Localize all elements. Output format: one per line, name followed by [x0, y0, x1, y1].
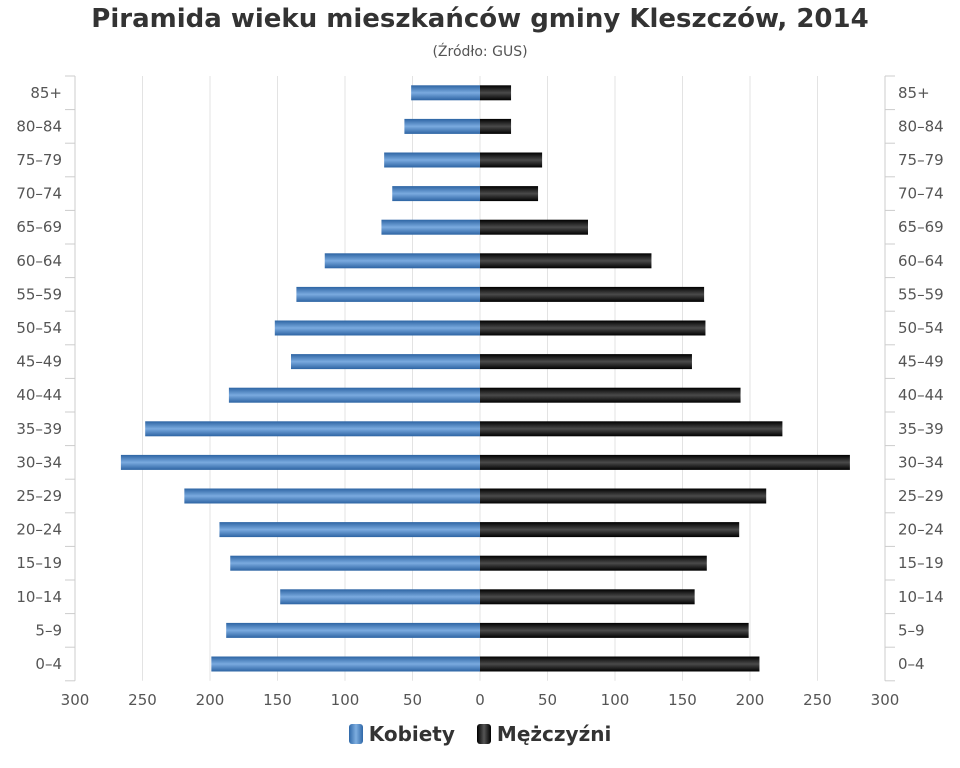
category-label-right: 85+	[898, 84, 930, 102]
category-label-left: 40–44	[16, 386, 62, 404]
category-label-right: 50–54	[898, 319, 944, 337]
legend-swatch-women	[348, 724, 363, 744]
bar-women[interactable]	[392, 186, 480, 202]
category-label-right: 60–64	[898, 252, 944, 270]
category-label-left: 85+	[30, 84, 62, 102]
category-label-right: 45–49	[898, 353, 944, 371]
bar-women[interactable]	[381, 219, 480, 235]
bar-men[interactable]	[480, 454, 850, 470]
category-label-right: 80–84	[898, 117, 944, 135]
bar-women[interactable]	[219, 522, 480, 538]
category-label-left: 60–64	[16, 252, 62, 270]
bar-men[interactable]	[480, 253, 652, 269]
category-label-left: 30–34	[16, 453, 62, 471]
bar-women[interactable]	[384, 152, 480, 168]
category-label-right: 20–24	[898, 521, 944, 539]
bar-women[interactable]	[120, 454, 481, 470]
category-label-right: 65–69	[898, 218, 944, 236]
legend-label-men: Mężczyźni	[496, 722, 612, 746]
bar-men[interactable]	[480, 286, 705, 302]
x-tick-label: 300	[61, 691, 90, 709]
bar-men[interactable]	[480, 85, 512, 101]
category-label-left: 80–84	[16, 117, 62, 135]
category-label-right: 10–14	[898, 588, 944, 606]
bar-women[interactable]	[324, 253, 480, 269]
grid-layer	[65, 75, 895, 682]
legend: Kobiety Mężczyźni	[0, 722, 960, 746]
category-label-left: 5–9	[35, 621, 62, 639]
category-label-left: 15–19	[16, 554, 62, 572]
bar-women[interactable]	[411, 85, 480, 101]
category-label-right: 55–59	[898, 285, 944, 303]
chart-title: Piramida wieku mieszkańców gminy Kleszcz…	[91, 4, 869, 34]
legend-swatch-men	[476, 724, 491, 744]
chart-subtitle: (Źródło: GUS)	[432, 44, 528, 60]
category-label-left: 0–4	[35, 655, 62, 673]
category-label-right: 5–9	[898, 621, 925, 639]
bar-women[interactable]	[226, 622, 480, 638]
category-label-left: 50–54	[16, 319, 62, 337]
category-label-left: 25–29	[16, 487, 62, 505]
category-label-left: 65–69	[16, 218, 62, 236]
label-layer: 0–4 0–4 5–9 5–9 10–14 10–14 15–19 15–19 20–24 20–…	[16, 84, 943, 709]
category-label-right: 0–4	[898, 655, 925, 673]
category-label-left: 20–24	[16, 521, 62, 539]
category-label-right: 25–29	[898, 487, 944, 505]
category-label-left: 75–79	[16, 151, 62, 169]
bar-men[interactable]	[480, 555, 707, 571]
bar-men[interactable]	[480, 354, 692, 370]
legend-item-women[interactable]: Kobiety	[348, 722, 455, 746]
category-label-right: 70–74	[898, 185, 944, 203]
bar-women[interactable]	[230, 555, 480, 571]
bar-women[interactable]	[291, 354, 480, 370]
bar-layer	[120, 85, 850, 672]
x-tick-label: 300	[871, 691, 900, 709]
bar-men[interactable]	[480, 186, 539, 202]
category-label-left: 70–74	[16, 185, 62, 203]
bar-women[interactable]	[211, 656, 480, 672]
x-tick-label: 100	[601, 691, 630, 709]
category-label-right: 15–19	[898, 554, 944, 572]
x-tick-label: 200	[736, 691, 765, 709]
x-tick-label: 150	[263, 691, 292, 709]
x-tick-label: 150	[668, 691, 697, 709]
bar-men[interactable]	[480, 152, 543, 168]
bar-men[interactable]	[480, 656, 760, 672]
bar-women[interactable]	[296, 286, 480, 302]
legend-item-men[interactable]: Mężczyźni	[476, 722, 612, 746]
bar-men[interactable]	[480, 421, 783, 437]
x-tick-label: 50	[538, 691, 557, 709]
bar-women[interactable]	[184, 488, 480, 504]
bar-women[interactable]	[228, 387, 480, 403]
bar-men[interactable]	[480, 219, 588, 235]
category-label-left: 45–49	[16, 353, 62, 371]
x-tick-label: 250	[128, 691, 157, 709]
bar-men[interactable]	[480, 488, 767, 504]
category-label-right: 35–39	[898, 420, 944, 438]
category-label-right: 40–44	[898, 386, 944, 404]
bar-women[interactable]	[145, 421, 480, 437]
category-label-right: 30–34	[898, 453, 944, 471]
x-tick-label: 200	[196, 691, 225, 709]
x-tick-label: 0	[475, 691, 485, 709]
x-tick-label: 50	[403, 691, 422, 709]
bar-men[interactable]	[480, 589, 695, 605]
category-label-left: 35–39	[16, 420, 62, 438]
bar-women[interactable]	[274, 320, 480, 336]
category-label-right: 75–79	[898, 151, 944, 169]
category-label-left: 55–59	[16, 285, 62, 303]
legend-label-women: Kobiety	[368, 722, 455, 746]
bar-men[interactable]	[480, 622, 749, 638]
bar-men[interactable]	[480, 118, 512, 134]
bar-women[interactable]	[404, 118, 480, 134]
category-label-left: 10–14	[16, 588, 62, 606]
x-tick-label: 100	[331, 691, 360, 709]
x-tick-label: 250	[803, 691, 832, 709]
bar-men[interactable]	[480, 522, 740, 538]
bar-men[interactable]	[480, 320, 706, 336]
bar-women[interactable]	[280, 589, 480, 605]
bar-men[interactable]	[480, 387, 741, 403]
